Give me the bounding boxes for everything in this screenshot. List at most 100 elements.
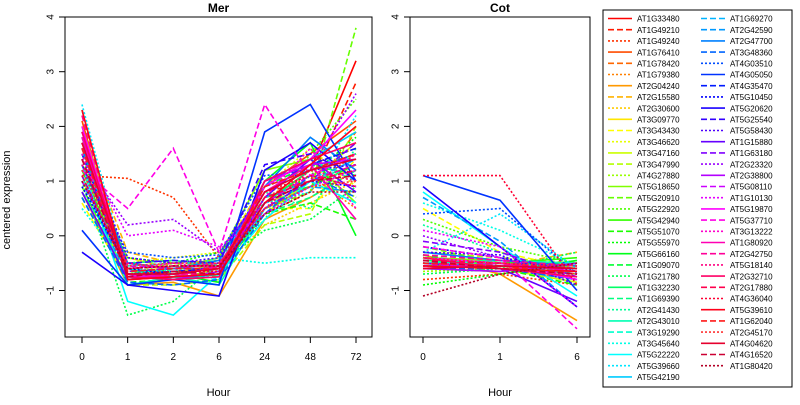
panel-cot: Cot -1 0 1 2 3 4 0 1 6 Hour — [391, 1, 591, 399]
series-line-at2g38800 — [422, 262, 578, 273]
series-line-at3g43430 — [422, 207, 578, 270]
legend-item: AT2G47700 — [701, 37, 773, 46]
legend-item: AT3G47160 — [608, 149, 680, 158]
legend-item: AT3G46620 — [608, 138, 680, 147]
legend-label: AT2G43010 — [637, 317, 680, 326]
legend-label: AT5G22220 — [637, 351, 680, 360]
legend-item: AT3G13222 — [701, 228, 773, 237]
legend-label: AT1G21780 — [637, 272, 680, 281]
series-line-at2g42750 — [422, 254, 578, 267]
legend-label: AT1G62040 — [730, 317, 773, 326]
legend-item: AT5G25540 — [701, 116, 773, 125]
legend-label: AT1G69390 — [637, 295, 680, 304]
x-tick-label: 72 — [350, 352, 362, 363]
legend-label: AT5G22920 — [637, 205, 680, 214]
legend-label: AT5G39610 — [730, 306, 773, 315]
legend-item: AT1G15880 — [701, 138, 773, 147]
legend-label: AT1G10130 — [730, 194, 773, 203]
legend-item: AT2G42750 — [701, 250, 773, 259]
x-tick-label: 2 — [171, 352, 177, 363]
legend-label: AT1G32230 — [637, 284, 680, 293]
x-tick-label: 1 — [125, 352, 131, 363]
legend-label: AT1G80420 — [730, 362, 773, 371]
legend-label: AT2G41430 — [637, 306, 680, 315]
panel-mer: Mer -1 0 1 2 3 4 0 1 2 6 24 48 72 Hour — [46, 1, 373, 399]
legend-label: AT3G43430 — [637, 127, 680, 136]
legend-box — [602, 9, 793, 388]
legend-item: AT1G76410 — [608, 48, 680, 57]
legend-label: AT5G42190 — [637, 373, 680, 382]
legend-item: AT4G03510 — [701, 60, 773, 69]
y-tick-label: 3 — [46, 68, 57, 74]
legend-item: AT2G17880 — [701, 284, 773, 293]
series-line-at4g16520 — [422, 259, 578, 275]
legend-label: AT3G09770 — [637, 116, 680, 125]
series-line-at5g39660 — [422, 212, 578, 270]
y-tick-label: 3 — [391, 68, 402, 74]
legend-item: AT1G69390 — [608, 295, 680, 304]
legend-item: AT5G19870 — [701, 205, 773, 214]
legend-item: AT3G48360 — [701, 48, 773, 57]
legend-item: AT5G22920 — [608, 205, 680, 214]
series-line-at4g16520 — [81, 158, 357, 278]
legend-label: AT5G51070 — [637, 228, 680, 237]
legend-label: AT2G38800 — [730, 172, 773, 181]
legend-item: AT1G78420 — [608, 60, 680, 69]
legend-item: AT1G69270 — [701, 15, 773, 24]
legend-label: AT3G45640 — [637, 340, 680, 349]
legend-item: AT5G39660 — [608, 362, 680, 371]
y-tick-label: 2 — [46, 123, 57, 129]
legend-label: AT3G48360 — [730, 48, 773, 57]
y-tick-label: 4 — [391, 14, 402, 20]
legend-label: AT5G10450 — [730, 93, 773, 102]
x-tick-label: 0 — [420, 352, 426, 363]
legend-item: AT4G27880 — [608, 172, 680, 181]
legend-label: AT3G13222 — [730, 228, 773, 237]
legend-item: AT5G58430 — [701, 127, 773, 136]
legend-label: AT5G18650 — [637, 183, 680, 192]
legend-label: AT3G46620 — [637, 138, 680, 147]
series-line-at4g05050 — [422, 174, 578, 292]
legend-label: AT4G05050 — [730, 71, 773, 80]
legend-label: AT1G33480 — [637, 15, 680, 24]
legend-item: AT5G42190 — [608, 373, 680, 382]
series-group — [81, 27, 357, 317]
legend-label: AT2G30600 — [637, 104, 680, 113]
legend-item: AT3G09770 — [608, 116, 680, 125]
y-tick-label: 0 — [391, 233, 402, 239]
legend-item: AT1G10130 — [701, 194, 773, 203]
series-line-at2g45170 — [81, 169, 357, 267]
series-line-at1g10130 — [81, 147, 357, 248]
legend-item: AT1G80920 — [701, 239, 773, 248]
legend-label: AT4G36040 — [730, 295, 773, 304]
legend-label: AT4G03510 — [730, 60, 773, 69]
series-group — [422, 174, 578, 330]
x-axis-label: Hour — [207, 387, 231, 399]
legend-label: AT1G09070 — [637, 261, 680, 270]
legend-item: AT1G09070 — [608, 261, 680, 270]
y-tick-label: 2 — [391, 123, 402, 129]
series-line-at2g17880 — [81, 158, 357, 270]
legend-label: AT2G17880 — [730, 284, 773, 293]
legend-item: AT1G32230 — [608, 284, 680, 293]
legend-label: AT1G49210 — [637, 26, 680, 35]
legend-item: AT5G20910 — [608, 194, 680, 203]
legend-label: AT1G78420 — [637, 60, 680, 69]
legend-label: AT1G69270 — [730, 15, 773, 24]
legend-item: AT2G32710 — [701, 272, 773, 281]
series-line-at1g80420 — [422, 262, 578, 297]
legend-label: AT5G42940 — [637, 216, 680, 225]
legend-label: AT2G47700 — [730, 37, 773, 46]
legend-label: AT2G23320 — [730, 160, 773, 169]
legend-label: AT5G25540 — [730, 116, 773, 125]
legend-label: AT4G16520 — [730, 351, 773, 360]
series-line-at5g20620 — [81, 141, 357, 297]
legend-item: AT1G62040 — [701, 317, 773, 326]
chart-title: Mer — [208, 1, 230, 15]
y-tick-label: 0 — [46, 233, 57, 239]
legend-label: AT2G04240 — [637, 82, 680, 91]
legend-item: AT2G41430 — [608, 306, 680, 315]
legend-item: AT5G20620 — [701, 104, 773, 113]
legend-label: AT1G79380 — [637, 71, 680, 80]
